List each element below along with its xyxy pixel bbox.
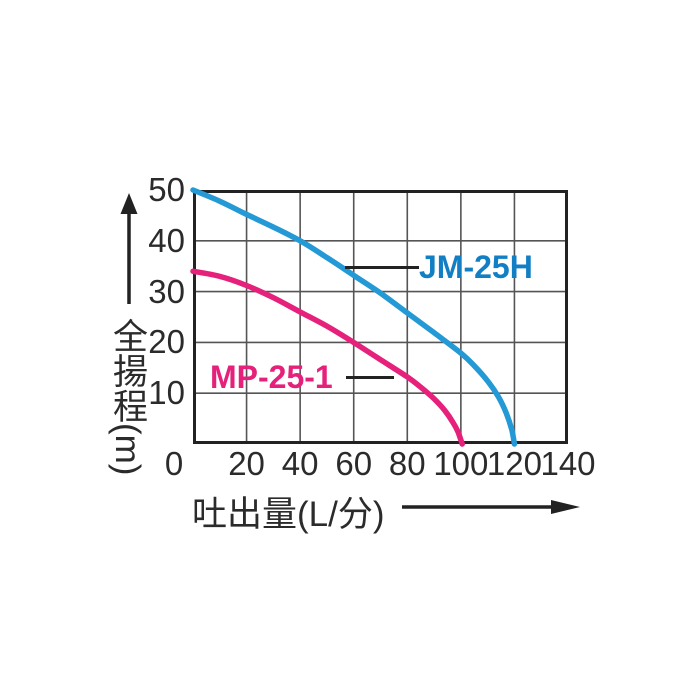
- up-arrow-icon: [120, 193, 138, 304]
- series-label-mp-25-1: MP-25-1: [210, 359, 333, 395]
- chart-plot: [190, 187, 568, 447]
- x-tick-label-120: 120: [486, 445, 542, 482]
- x-tick-label-60: 60: [335, 445, 373, 482]
- mp-25-1-leader-line: [346, 376, 394, 379]
- y-tick-label-20: 20: [148, 323, 185, 361]
- x-tick-label-140: 140: [540, 445, 596, 482]
- x-tick-label-40: 40: [281, 445, 319, 482]
- y-tick-label-30: 30: [148, 272, 185, 310]
- y-tick-label-40: 40: [148, 221, 185, 259]
- series-label-jm-25h: JM-25H: [419, 249, 533, 285]
- x-tick-label-20: 20: [228, 445, 265, 482]
- curve-jm-25h: [190, 187, 518, 447]
- y-axis-title: 全揚程(m): [108, 318, 147, 476]
- jm-25h-leader-line: [345, 266, 419, 269]
- x-tick-label-100: 100: [433, 445, 489, 482]
- x-tick-label-80: 80: [388, 445, 426, 482]
- y-tick-label-10: 10: [148, 374, 185, 412]
- x-tick-label-0: 0: [164, 445, 184, 482]
- x-axis-title: 吐出量(L/分): [192, 495, 385, 534]
- y-tick-label-50: 50: [148, 171, 185, 208]
- right-arrow-icon: [402, 500, 580, 514]
- curve-mp-25-1: [190, 268, 465, 447]
